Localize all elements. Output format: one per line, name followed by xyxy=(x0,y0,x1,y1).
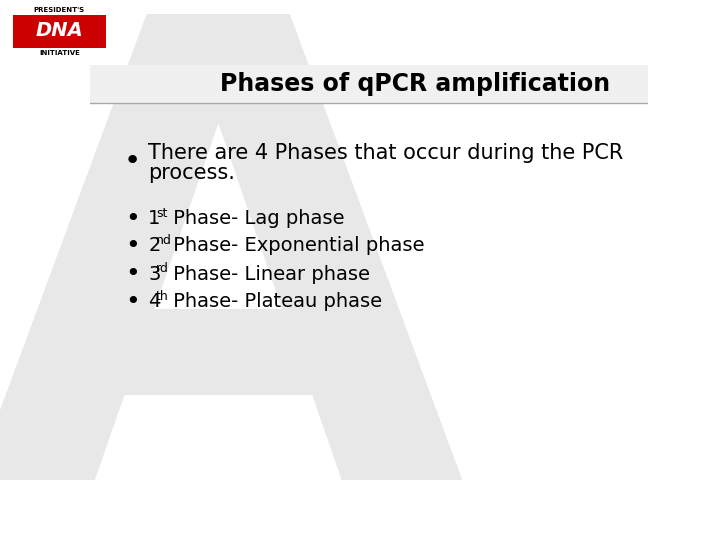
Text: nd: nd xyxy=(156,234,172,247)
Text: st: st xyxy=(156,207,167,220)
Text: INITIATIVE: INITIATIVE xyxy=(39,50,80,56)
FancyBboxPatch shape xyxy=(12,15,107,48)
Text: process.: process. xyxy=(148,163,235,183)
Text: Phase- Lag phase: Phase- Lag phase xyxy=(167,210,344,228)
Bar xyxy=(90,65,648,103)
Text: DNA: DNA xyxy=(35,21,84,40)
Text: There are 4 Phases that occur during the PCR: There are 4 Phases that occur during the… xyxy=(148,143,624,163)
Text: 1: 1 xyxy=(148,210,161,228)
Text: Phases of qPCR amplification: Phases of qPCR amplification xyxy=(220,72,611,96)
Text: •: • xyxy=(125,290,140,314)
Text: Phase- Plateau phase: Phase- Plateau phase xyxy=(167,293,382,312)
Text: A: A xyxy=(0,0,465,540)
Text: •: • xyxy=(125,207,140,231)
Text: Phase- Linear phase: Phase- Linear phase xyxy=(167,265,370,284)
Text: •: • xyxy=(125,234,140,258)
Text: 2: 2 xyxy=(148,237,161,255)
Text: 3: 3 xyxy=(148,265,161,284)
Text: PRESIDENT'S: PRESIDENT'S xyxy=(34,6,85,12)
Text: 4: 4 xyxy=(148,293,161,312)
Text: th: th xyxy=(156,290,168,303)
Text: Phase- Exponential phase: Phase- Exponential phase xyxy=(167,237,424,255)
Text: •: • xyxy=(125,262,140,286)
Text: rd: rd xyxy=(156,262,168,275)
Text: •: • xyxy=(124,147,141,175)
